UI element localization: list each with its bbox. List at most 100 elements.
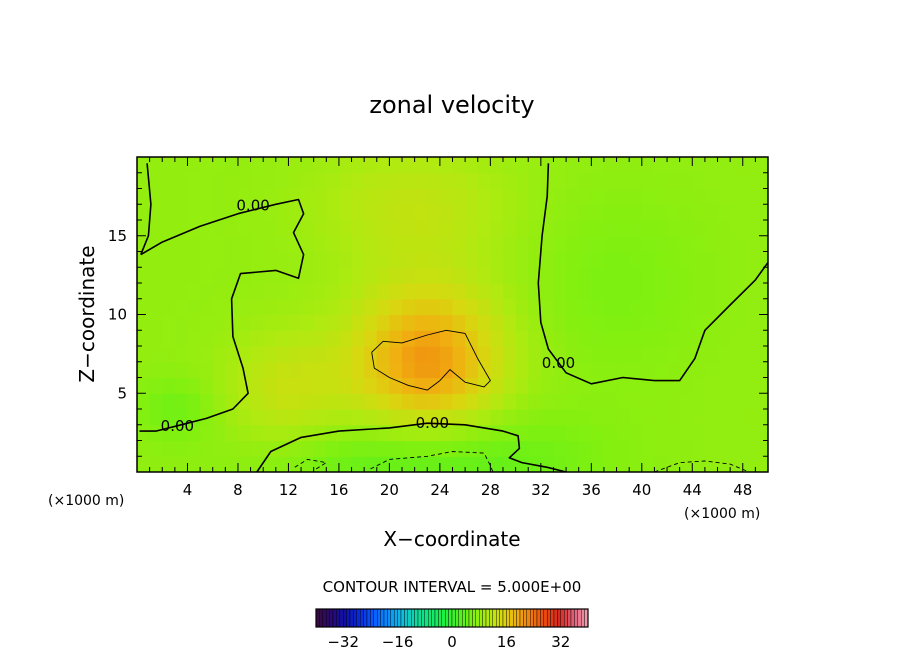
field-cell	[427, 204, 441, 221]
field-cell	[162, 393, 176, 410]
field-cell	[263, 346, 277, 363]
field-cell	[200, 409, 214, 426]
field-cell	[137, 298, 151, 316]
field-cell	[641, 298, 656, 316]
field-cell	[200, 424, 214, 442]
field-cell	[351, 267, 365, 284]
colorbar-swatch	[577, 608, 582, 628]
field-cell	[427, 440, 441, 457]
field-cell	[679, 172, 693, 190]
field-cell	[730, 298, 744, 316]
field-cell	[313, 440, 327, 457]
field-cell	[616, 377, 630, 394]
contour-lines	[139, 163, 768, 472]
colorbar-swatch	[482, 608, 487, 628]
field-cell	[402, 440, 416, 457]
x-tick-label: 48	[733, 481, 752, 499]
field-cell	[578, 440, 592, 457]
field-cell	[603, 251, 618, 268]
field-cell	[250, 283, 264, 300]
field-cell	[730, 393, 744, 410]
field-cell	[578, 267, 592, 284]
field-cell	[452, 314, 466, 331]
field-cell	[376, 393, 390, 410]
field-cell	[490, 188, 504, 205]
field-cell	[477, 298, 491, 316]
field-cell	[578, 298, 592, 316]
field-cell	[301, 346, 315, 363]
field-cell	[477, 172, 491, 190]
field-cell	[326, 267, 340, 284]
field-cell	[162, 314, 176, 331]
field-cell	[313, 251, 327, 268]
field-cell	[616, 172, 630, 190]
field-cell	[679, 235, 693, 253]
field-cell	[591, 456, 605, 472]
field-cell	[490, 251, 504, 268]
field-cell	[578, 377, 592, 394]
field-cell	[263, 283, 277, 300]
field-cell	[389, 346, 403, 363]
field-cell	[389, 283, 403, 300]
field-cell	[603, 283, 618, 300]
field-cell	[566, 298, 580, 316]
zero-contour	[537, 163, 768, 385]
field-cell	[275, 330, 290, 347]
field-cell	[200, 346, 214, 363]
field-cell	[591, 172, 605, 190]
field-cell	[629, 330, 643, 347]
field-cell	[402, 393, 416, 410]
field-cell	[263, 204, 277, 221]
field-cell	[389, 409, 403, 426]
field-cell	[616, 314, 630, 331]
velocity-field	[137, 157, 768, 472]
field-cell	[603, 361, 618, 379]
field-cell	[376, 283, 390, 300]
field-cell	[263, 157, 277, 174]
field-cell	[313, 346, 327, 363]
field-cell	[351, 377, 365, 394]
field-cell	[667, 157, 681, 174]
field-cell	[301, 298, 315, 316]
field-cell	[237, 298, 252, 316]
field-cell	[616, 283, 630, 300]
colorbar-swatch	[468, 608, 473, 628]
field-cell	[414, 330, 428, 347]
colorbar-swatch	[536, 608, 541, 628]
field-cell	[439, 188, 454, 205]
field-cell	[313, 424, 327, 442]
field-cell	[149, 235, 163, 253]
field-cell	[540, 298, 555, 316]
field-cell	[326, 314, 340, 331]
field-cell	[351, 424, 365, 442]
colorbar-swatch	[557, 608, 562, 628]
field-cell	[730, 314, 744, 331]
field-cell	[742, 172, 756, 190]
field-cell	[591, 298, 605, 316]
colorbar-swatch	[560, 608, 565, 628]
field-cell	[389, 251, 403, 268]
field-cell	[288, 172, 302, 190]
field-cell	[313, 330, 327, 347]
colorbar-swatch	[339, 608, 344, 628]
field-cell	[654, 361, 668, 379]
field-cell	[351, 456, 365, 472]
field-cell	[502, 361, 517, 379]
colorbar-swatch	[438, 608, 442, 628]
negative-contour	[370, 451, 494, 472]
colorbar-swatch	[570, 608, 575, 628]
field-cell	[212, 456, 226, 472]
colorbar-swatch	[499, 608, 504, 628]
field-cell	[174, 409, 189, 426]
field-cell	[225, 393, 239, 410]
field-cell	[200, 440, 214, 457]
field-cell	[414, 377, 428, 394]
field-cell	[692, 314, 706, 331]
field-cell	[477, 220, 491, 237]
field-cell	[338, 157, 353, 174]
field-cell	[742, 424, 756, 442]
field-cell	[641, 314, 656, 331]
field-cell	[351, 188, 365, 205]
field-cell	[603, 330, 618, 347]
field-cell	[603, 157, 618, 174]
